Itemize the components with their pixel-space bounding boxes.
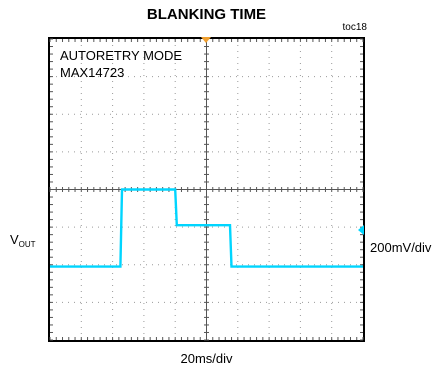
oscilloscope-plot	[49, 37, 364, 341]
vout-trace	[50, 188, 363, 268]
chart-title: BLANKING TIME	[146, 6, 267, 23]
y-axis-label-sub: OUT	[18, 240, 36, 249]
vertical-scale-label: 200mV/div	[370, 240, 432, 255]
trigger-position-marker	[201, 37, 211, 43]
device-label: MAX14723	[60, 65, 125, 80]
scope-frame	[48, 37, 365, 342]
y-axis-label: VOUT	[10, 232, 36, 249]
level-marker-icon	[358, 225, 364, 235]
figure-reference: toc18	[342, 22, 367, 33]
mode-label: AUTORETRY MODE	[60, 48, 183, 63]
center-axis-ticks	[49, 38, 364, 341]
y-axis-label-main: V	[10, 232, 19, 247]
horizontal-scale-label: 20ms/div	[180, 351, 233, 366]
channel-level-marker	[358, 225, 364, 235]
